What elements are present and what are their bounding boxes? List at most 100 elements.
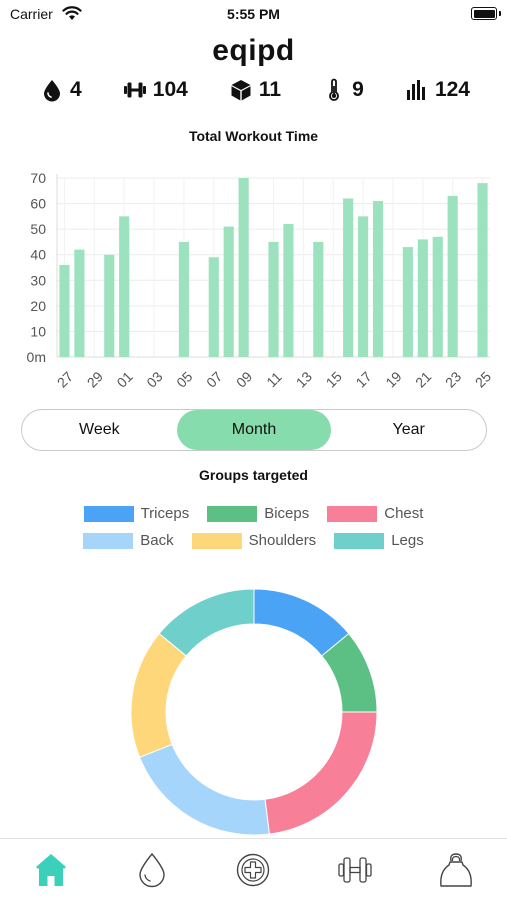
x-tick-label: 13	[293, 368, 315, 390]
legend-swatch	[191, 532, 242, 549]
x-tick-label: 25	[472, 368, 494, 390]
bar	[313, 241, 324, 357]
x-tick-label: 15	[323, 368, 345, 390]
period-year-button[interactable]: Year	[392, 421, 425, 438]
thermometer-icon	[329, 78, 340, 101]
dumbbell-icon	[338, 856, 372, 883]
box-icon	[231, 80, 251, 101]
legend-item: Biceps	[207, 504, 309, 523]
x-tick-label: 05	[173, 368, 195, 390]
stat-temperature: 9	[322, 78, 364, 102]
workout-time-chart: 0m 10 20 30 40 50 60 70 27 29 01 03 05 07 09 11 13 15 17 19…	[27, 170, 495, 391]
x-tick-label: 07	[203, 368, 225, 390]
stat-value: 104	[152, 78, 188, 101]
y-tick-label: 50	[30, 221, 46, 237]
donut-slice	[158, 588, 255, 657]
bar	[223, 226, 234, 357]
y-tick-label: 30	[30, 272, 46, 288]
stat-value: 4	[70, 78, 82, 101]
bar	[74, 249, 85, 357]
tab-profile[interactable]	[436, 850, 476, 890]
y-tick-label: 40	[30, 247, 46, 263]
bar	[208, 257, 219, 357]
legend-label: Legs	[391, 532, 424, 549]
stats-row: 4 104 11 9 124	[40, 76, 470, 104]
bar	[432, 236, 443, 357]
x-tick-label: 17	[352, 368, 374, 390]
dumbbell-icon	[123, 82, 146, 98]
x-tick-label: 21	[412, 368, 434, 390]
bar	[372, 201, 384, 357]
bar	[358, 216, 369, 357]
carrier-label: Carrier	[10, 6, 53, 22]
donut-slice	[138, 743, 270, 836]
legend-item: Back	[83, 531, 174, 550]
legend-label: Chest	[384, 505, 424, 522]
bar	[477, 183, 488, 357]
legend-swatch	[83, 505, 134, 522]
tab-home[interactable]	[31, 850, 71, 890]
stat-value: 11	[258, 78, 282, 101]
donut-slice	[130, 632, 187, 758]
legend-swatch	[207, 505, 258, 522]
legend-swatch	[327, 505, 378, 522]
bar	[283, 224, 294, 357]
tab-bar	[0, 838, 507, 900]
chart-title: Total Workout Time	[188, 128, 319, 144]
x-tick-label: 11	[263, 369, 285, 391]
stat-progress: 124	[405, 78, 470, 102]
app-title: eqipd	[212, 34, 295, 67]
wifi-icon	[62, 6, 82, 20]
groups-donut-chart	[130, 588, 378, 836]
bar	[119, 216, 130, 357]
y-tick-label: 10	[30, 323, 46, 339]
period-selector: Week Month Year	[21, 409, 487, 451]
legend-item: Legs	[334, 531, 424, 550]
tab-hydration[interactable]	[132, 850, 172, 890]
legend-item: Chest	[327, 504, 423, 523]
x-tick-label: 09	[233, 368, 255, 390]
stat-value: 124	[434, 78, 470, 101]
add-icon	[237, 853, 270, 886]
bar	[402, 247, 413, 357]
drop-icon	[44, 80, 60, 102]
x-tick-label: 29	[84, 368, 106, 390]
battery-cap	[499, 11, 501, 16]
x-tick-label: 03	[143, 368, 165, 390]
legend-label: Biceps	[264, 505, 310, 522]
bar	[178, 241, 189, 357]
bar	[104, 254, 115, 357]
legend-label: Back	[140, 532, 174, 549]
x-tick-label: 27	[54, 368, 76, 390]
status-time: 5:55 PM	[227, 6, 280, 22]
x-tick-label: 01	[113, 368, 135, 390]
bar	[417, 239, 428, 357]
bar	[268, 241, 279, 357]
tab-add[interactable]	[233, 850, 273, 890]
tab-workouts[interactable]	[335, 850, 375, 890]
period-week-button[interactable]: Week	[79, 421, 120, 438]
y-tick-label: 70	[30, 170, 46, 186]
bar	[447, 195, 458, 357]
home-icon	[35, 853, 66, 886]
stat-equipment: 11	[229, 78, 281, 102]
groups-title: Groups targeted	[199, 467, 308, 483]
donut-slice	[264, 711, 378, 835]
bar-chart-icon	[406, 80, 425, 100]
y-tick-label: 0m	[27, 349, 46, 365]
period-month-button[interactable]: Month	[176, 410, 332, 450]
stat-workouts: 104	[123, 78, 188, 102]
kettlebell-icon	[440, 852, 473, 887]
groups-legend: Triceps Biceps Chest Back Shoulders Legs	[30, 504, 477, 550]
legend-item: Shoulders	[191, 531, 317, 550]
legend-swatch	[83, 532, 134, 549]
legend-label: Triceps	[140, 505, 190, 522]
legend-item: Triceps	[83, 504, 190, 523]
status-bar: Carrier 5:55 PM	[0, 0, 507, 28]
bar	[59, 264, 70, 357]
x-tick-label: 23	[442, 368, 464, 390]
legend-swatch	[334, 532, 385, 549]
stat-value: 9	[352, 78, 364, 101]
battery-icon	[471, 7, 497, 20]
legend-label: Shoulders	[248, 532, 317, 549]
